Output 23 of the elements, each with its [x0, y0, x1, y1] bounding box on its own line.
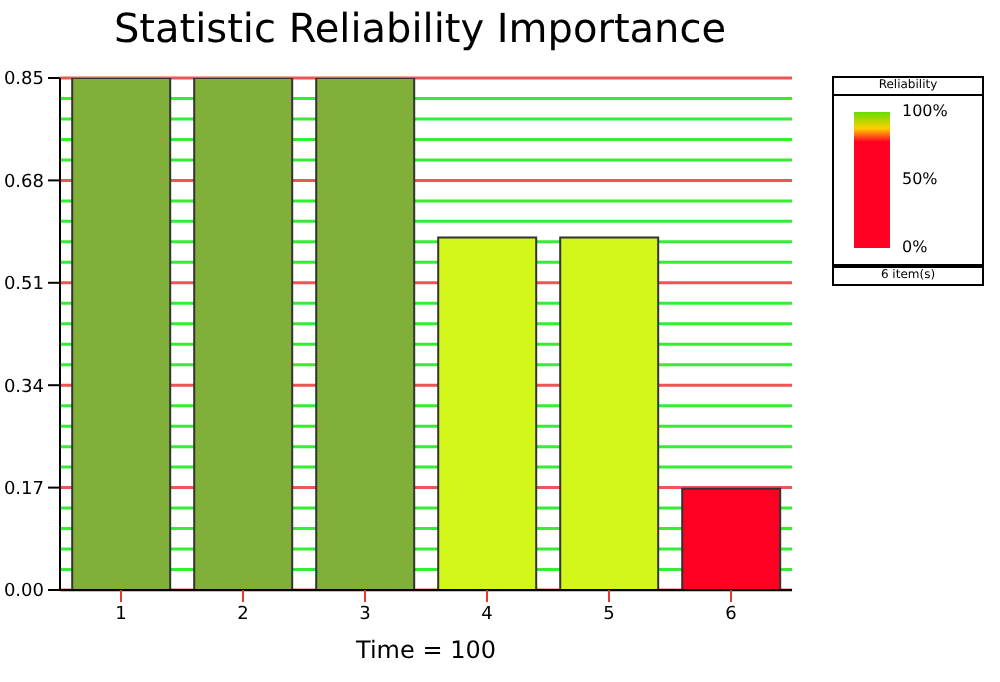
y-tick-label: 0.00 [3, 582, 45, 603]
bar [559, 236, 660, 590]
color-bar-label: 100% [902, 102, 948, 122]
y-tick-label: 0.68 [3, 172, 45, 193]
y-tick-label: 0.51 [3, 275, 44, 296]
bar [681, 487, 782, 590]
y-tick-label: 0.34 [3, 377, 45, 398]
bar [193, 78, 294, 590]
color-bar-label: 50% [902, 170, 938, 190]
bar [437, 236, 538, 590]
x-axis-title: Time = 100 [354, 636, 496, 664]
x-tick-label: 5 [603, 604, 615, 625]
x-tick-label: 1 [115, 604, 127, 625]
x-tick-label: 3 [359, 604, 371, 625]
x-tick-label: 2 [237, 604, 249, 625]
x-tick-label: 6 [725, 604, 738, 625]
x-tick-label: 4 [481, 604, 494, 625]
chart-title: Statistic Reliability Importance [111, 4, 729, 52]
bar [71, 78, 172, 590]
color-bar-label: 0% [902, 238, 928, 258]
bar [315, 78, 416, 590]
y-tick-label: 0.17 [3, 479, 44, 500]
y-tick-label: 0.85 [3, 70, 44, 91]
